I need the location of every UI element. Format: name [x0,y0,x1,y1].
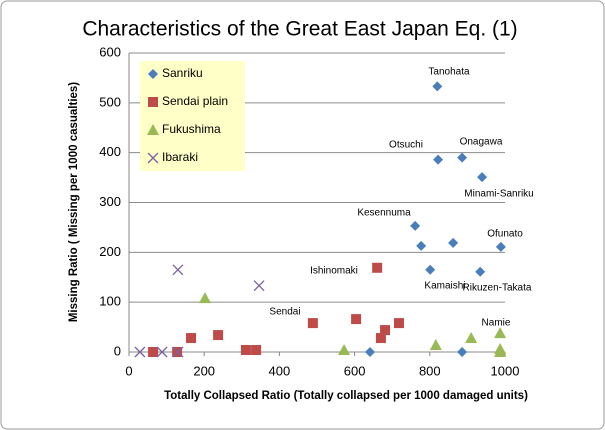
point [253,280,265,292]
x-tick-label: 600 [344,363,366,378]
point [495,241,506,252]
annotation: Rikuzen-Takata [463,283,532,294]
point [432,81,443,92]
point [307,318,318,329]
annotation: Onagawa [460,137,503,148]
y-tick-label: 400 [99,144,121,159]
annotation: Tanohata [428,67,470,78]
point [475,266,486,277]
x-tick-label: 800 [419,363,441,378]
legend-label: Fukushima [162,122,221,136]
y-tick-label: 0 [114,343,121,358]
point [251,345,262,356]
point [213,330,224,341]
point [429,339,442,351]
point [148,97,158,107]
point [186,333,197,344]
point [172,346,184,358]
annotation: Ofunato [487,229,523,240]
y-tick-label: 600 [99,44,121,59]
x-tick-label: 400 [269,363,291,378]
legend-label: Sendai plain [162,94,228,108]
point [156,346,168,358]
point [351,314,362,325]
x-tick-label: 1000 [491,363,520,378]
y-tick-label: 300 [99,194,121,209]
point [393,318,404,329]
y-tick-label: 100 [99,294,121,309]
point [448,237,459,248]
annotation: Kesennuma [357,208,411,219]
point [433,154,444,165]
point [198,292,211,304]
point [172,264,184,276]
chart-title: Characteristics of the Great East Japan … [82,18,517,41]
point [457,347,468,357]
point [148,347,159,357]
legend-label: Ibaraki [162,150,198,164]
annotation: Ishinomaki [310,266,358,277]
y-tick-label: 500 [99,94,121,109]
point [240,345,251,356]
point [465,332,478,344]
y-axis-label: Missing Ratio ( Missing per 1000 casualt… [68,82,80,322]
x-tick-label: 0 [125,363,132,378]
point [494,346,507,357]
point [148,69,158,79]
annotation: Namie [482,318,511,329]
point [477,172,488,183]
point [457,152,468,163]
point [380,325,391,336]
point [372,262,383,273]
point [410,220,421,231]
y-tick-label: 200 [99,244,121,259]
point [425,264,436,275]
point [494,327,507,339]
point [134,346,146,358]
annotation: Sendai [269,307,300,318]
x-tick-label: 200 [193,363,215,378]
x-axis-label: Totally Collapsed Ratio (Totally collaps… [164,390,528,402]
annotation: Minami-Sanriku [464,189,533,200]
point [147,152,159,164]
point [338,344,351,356]
point [375,333,386,344]
point [365,347,376,357]
point [147,124,159,135]
annotation: Kamaishi [424,281,465,292]
legend-label: Sanriku [162,66,203,80]
annotation: Otsuchi [389,140,423,151]
point [416,240,427,251]
